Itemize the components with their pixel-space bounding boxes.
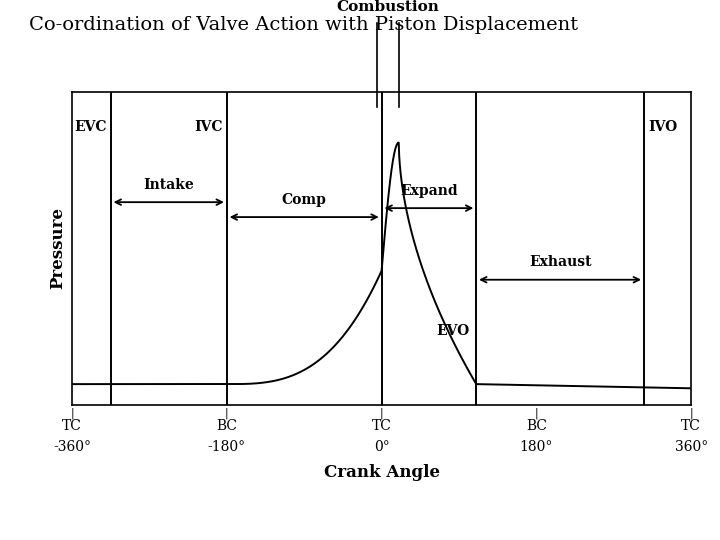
Text: 360°: 360° bbox=[675, 440, 708, 454]
Text: |: | bbox=[379, 408, 384, 419]
Text: EVC: EVC bbox=[74, 119, 107, 133]
Text: EVO: EVO bbox=[436, 325, 469, 339]
Text: Crank Angle: Crank Angle bbox=[323, 464, 440, 481]
Text: -360°: -360° bbox=[53, 440, 91, 454]
Text: Comp: Comp bbox=[282, 193, 327, 207]
Text: IVC: IVC bbox=[194, 119, 222, 133]
Text: Expand: Expand bbox=[400, 184, 458, 198]
Text: 0°: 0° bbox=[374, 440, 390, 454]
Text: Combustion: Combustion bbox=[337, 0, 439, 14]
Text: Exhaust: Exhaust bbox=[528, 255, 591, 269]
Text: BC: BC bbox=[216, 418, 238, 433]
Text: TC: TC bbox=[681, 418, 701, 433]
Text: IVO: IVO bbox=[648, 119, 678, 133]
Text: |: | bbox=[225, 408, 229, 419]
Text: |: | bbox=[70, 408, 74, 419]
Text: TC: TC bbox=[372, 418, 392, 433]
Text: 180°: 180° bbox=[520, 440, 553, 454]
Text: BC: BC bbox=[526, 418, 547, 433]
Y-axis label: Pressure: Pressure bbox=[50, 207, 66, 289]
Text: TC: TC bbox=[62, 418, 82, 433]
Text: |: | bbox=[534, 408, 539, 419]
Text: Co-ordination of Valve Action with Piston Displacement: Co-ordination of Valve Action with Pisto… bbox=[29, 16, 578, 34]
Text: Intake: Intake bbox=[143, 178, 194, 192]
Text: |: | bbox=[689, 408, 693, 419]
Text: -180°: -180° bbox=[208, 440, 246, 454]
